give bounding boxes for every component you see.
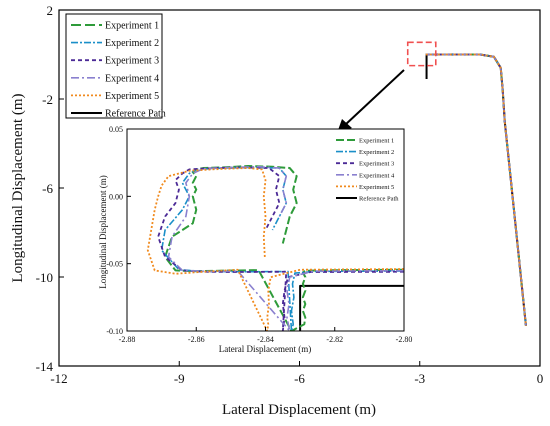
inset-x-tick-label: -2.86 xyxy=(188,335,205,344)
main-y-tick-label: 2 xyxy=(47,3,54,18)
zoom-highlight-box xyxy=(406,41,437,67)
inset-series-lines xyxy=(146,165,404,331)
main-y-tick-label: -6 xyxy=(42,181,53,196)
inset-y-axis-title: Longitudinal Displacement (m) xyxy=(98,175,108,288)
inset-series-group xyxy=(146,165,404,331)
inset-x-tick-label: -2.80 xyxy=(396,335,413,344)
inset-x-tick-label: -2.82 xyxy=(326,335,343,344)
main-legend-label: Experiment 5 xyxy=(105,91,159,102)
inset-y-tick-label: 0.05 xyxy=(109,125,123,134)
main-y-tick-label: -10 xyxy=(36,270,53,285)
inset-series-line-3 xyxy=(157,166,404,331)
main-series-group xyxy=(425,53,527,327)
inset-y-tick-label: 0.00 xyxy=(109,192,123,201)
inset-x-tick-label: -2.88 xyxy=(119,335,136,344)
main-series-line-1 xyxy=(425,53,527,327)
main-x-tick-label: -6 xyxy=(294,371,305,386)
main-y-axis-title: Longitudinal Displacement (m) xyxy=(10,93,26,282)
main-legend-label: Reference Path xyxy=(105,109,166,120)
main-legend-label: Experiment 1 xyxy=(105,21,159,32)
inset-legend-label: Experiment 2 xyxy=(359,149,394,156)
inset-legend-label: Reference Path xyxy=(359,196,399,203)
main-legend-box xyxy=(65,13,163,119)
inset-legend-label: Experiment 3 xyxy=(359,161,394,168)
inset-series-line-4 xyxy=(167,165,404,331)
inset-x-axis-title: Lateral Displacement (m) xyxy=(219,344,311,354)
inset-legend: Experiment 1 Experiment 2 Experiment 3 Expe… xyxy=(336,138,399,203)
inset-y-tick-label: -0.05 xyxy=(106,260,123,269)
inset-series-line-2 xyxy=(160,166,404,331)
inset-x-tick-label: -2.84 xyxy=(257,335,274,344)
inset-axis-ticks: -2.88 -2.86 -2.84 -2.82 -2.80 0.05 0.00 -0.05 -0… xyxy=(106,125,412,344)
inset-series-line-5 xyxy=(146,167,404,331)
main-x-tick-label: -3 xyxy=(414,371,425,386)
inset-series-line-6 xyxy=(299,284,404,331)
inset-legend-label: Experiment 4 xyxy=(359,172,395,179)
main-legend-label: Experiment 4 xyxy=(105,73,159,84)
main-y-tick-label: -2 xyxy=(42,92,53,107)
main-legend-label: Experiment 2 xyxy=(105,38,159,49)
main-x-tick-label: -9 xyxy=(174,371,185,386)
main-x-tick-label: -12 xyxy=(50,371,67,386)
main-series-line-5 xyxy=(425,53,527,327)
inset-legend-label: Experiment 1 xyxy=(359,138,394,145)
inset-y-tick-label: -0.10 xyxy=(106,327,123,336)
inset-series-line-1 xyxy=(164,165,404,331)
main-legend: Experiment 1 Experiment 2 Experiment 3 Expe… xyxy=(65,13,166,120)
main-y-tick-label: -14 xyxy=(36,359,54,374)
main-axis-ticks: -12 -9 -6 -3 0 2 -2 -6 -10 -14 xyxy=(36,3,544,386)
main-legend-label: Experiment 3 xyxy=(105,56,159,67)
inset-background xyxy=(127,129,404,331)
main-x-axis-title: Lateral Displacement (m) xyxy=(222,402,376,418)
main-x-tick-label: 0 xyxy=(537,371,544,386)
zoom-arrow xyxy=(337,69,405,133)
inset-legend-label: Experiment 5 xyxy=(359,184,394,191)
